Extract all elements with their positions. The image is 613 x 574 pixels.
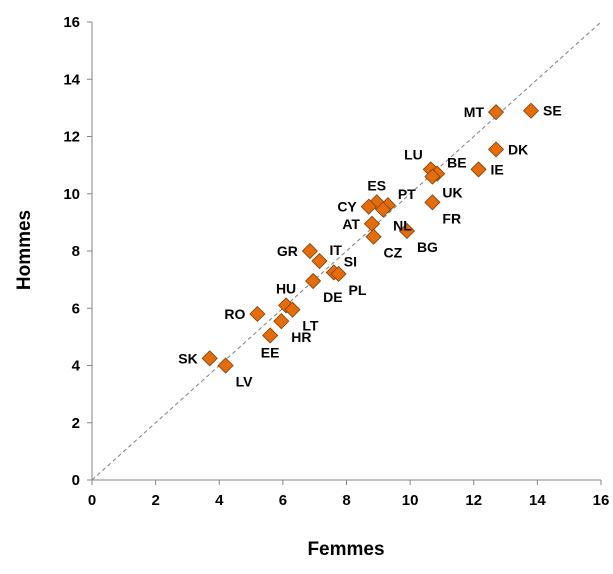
point-label-it: IT	[329, 242, 342, 258]
point-label-hu: HU	[276, 280, 296, 296]
data-point-mt	[487, 104, 505, 121]
x-tick-label: 16	[593, 492, 610, 509]
data-point-bg	[398, 222, 416, 240]
point-label-nl: NL	[393, 217, 412, 233]
point-label-ro: RO	[224, 306, 245, 322]
x-tick-label: 8	[342, 492, 350, 509]
point-label-lv: LV	[236, 374, 254, 390]
point-label-at: AT	[342, 216, 360, 232]
point-label-sk: SK	[178, 350, 197, 366]
data-point-pl	[330, 265, 347, 282]
point-label-mt: MT	[464, 104, 485, 120]
data-point-ee	[262, 327, 279, 344]
x-tick-label: 0	[88, 492, 96, 509]
x-tick-label: 4	[215, 492, 224, 509]
point-label-de: DE	[323, 289, 342, 305]
y-axis-title: Hommes	[14, 210, 35, 290]
point-label-pt: PT	[398, 186, 416, 202]
data-point-gr	[301, 242, 318, 260]
data-point-ie	[470, 161, 487, 178]
data-point-cy	[360, 198, 377, 215]
data-point-hr	[273, 313, 290, 330]
point-label-gr: GR	[277, 243, 298, 259]
data-point-uk	[424, 168, 441, 185]
data-point-at	[363, 215, 381, 232]
data-point-cz	[365, 228, 382, 245]
point-label-be: BE	[447, 155, 466, 171]
y-tick-label: 14	[63, 71, 80, 88]
diagonal-reference-line	[91, 21, 602, 481]
point-label-cy: CY	[337, 199, 357, 215]
tick-labels-layer: 0 2 4 6 8 10 12 14 16 0 2 4 6 8 10 12 14 16	[63, 14, 609, 509]
y-tick-label: 10	[63, 186, 80, 203]
y-tick-label: 12	[63, 129, 80, 146]
x-tick-label: 12	[465, 492, 482, 509]
data-point-lt	[284, 301, 301, 318]
data-point-sk	[201, 350, 218, 367]
point-label-uk: UK	[442, 185, 462, 201]
point-label-si: SI	[344, 253, 357, 269]
data-point-fr	[424, 194, 441, 211]
x-tick-label: 14	[529, 492, 546, 509]
point-label-es: ES	[367, 177, 386, 193]
point-label-ee: EE	[261, 344, 280, 360]
data-point-se	[522, 102, 540, 119]
x-axis-title: Femmes	[307, 539, 384, 560]
y-tick-label: 16	[63, 14, 80, 31]
y-tick-label: 2	[72, 415, 80, 432]
data-point-it	[311, 252, 328, 270]
data-point-lv	[217, 357, 234, 374]
data-point-nl	[375, 201, 392, 218]
point-label-hr: HR	[291, 329, 311, 345]
point-label-ie: IE	[491, 161, 504, 177]
point-label-dk: DK	[508, 141, 528, 157]
point-label-bg: BG	[417, 239, 438, 255]
point-label-lu: LU	[404, 146, 423, 162]
point-label-fr: FR	[442, 210, 461, 226]
y-tick-label: 8	[72, 243, 80, 260]
x-tick-label: 10	[402, 492, 419, 509]
y-tick-label: 4	[72, 358, 81, 375]
x-tick-label: 2	[151, 492, 159, 509]
data-point-ro	[249, 305, 266, 323]
y-tick-label: 0	[72, 472, 80, 489]
data-point-dk	[487, 141, 505, 158]
x-tick-label: 6	[279, 492, 287, 509]
point-label-pl: PL	[349, 282, 367, 298]
reference-line-layer	[91, 21, 602, 481]
point-label-lt: LT	[302, 318, 319, 334]
point-label-cz: CZ	[384, 245, 403, 261]
y-tick-label: 6	[72, 300, 80, 317]
axes-layer	[87, 21, 602, 485]
data-points-layer	[201, 102, 540, 374]
point-label-se: SE	[543, 103, 562, 119]
data-point-de	[305, 272, 322, 290]
